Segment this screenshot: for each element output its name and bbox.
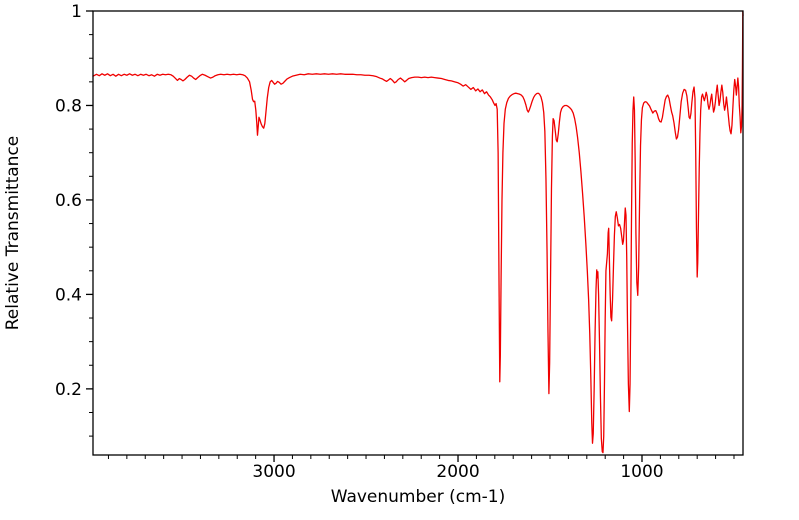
y-tick-label: 0.4 <box>55 285 82 305</box>
axis-major-ticks <box>86 10 643 462</box>
plot-area <box>93 11 743 455</box>
axis-minor-ticks <box>89 34 735 459</box>
x-tick-label: 1000 <box>620 462 663 482</box>
y-tick-label: 1 <box>71 2 82 22</box>
x-tick-label: 2000 <box>436 462 479 482</box>
axis-tick-labels: 3000 2000 1000 1 0.8 0.6 0.4 0.2 <box>55 2 664 482</box>
y-axis-label: Relative Transmittance <box>3 136 23 331</box>
plot-frame <box>92 10 744 456</box>
y-tick-label: 0.6 <box>55 191 82 211</box>
y-tick-label: 0.8 <box>55 96 82 116</box>
x-tick-label: 3000 <box>252 462 295 482</box>
spectrum-line <box>92 10 744 454</box>
x-axis-label: Wavenumber (cm-1) <box>331 487 506 507</box>
y-tick-label: 0.2 <box>55 380 82 400</box>
